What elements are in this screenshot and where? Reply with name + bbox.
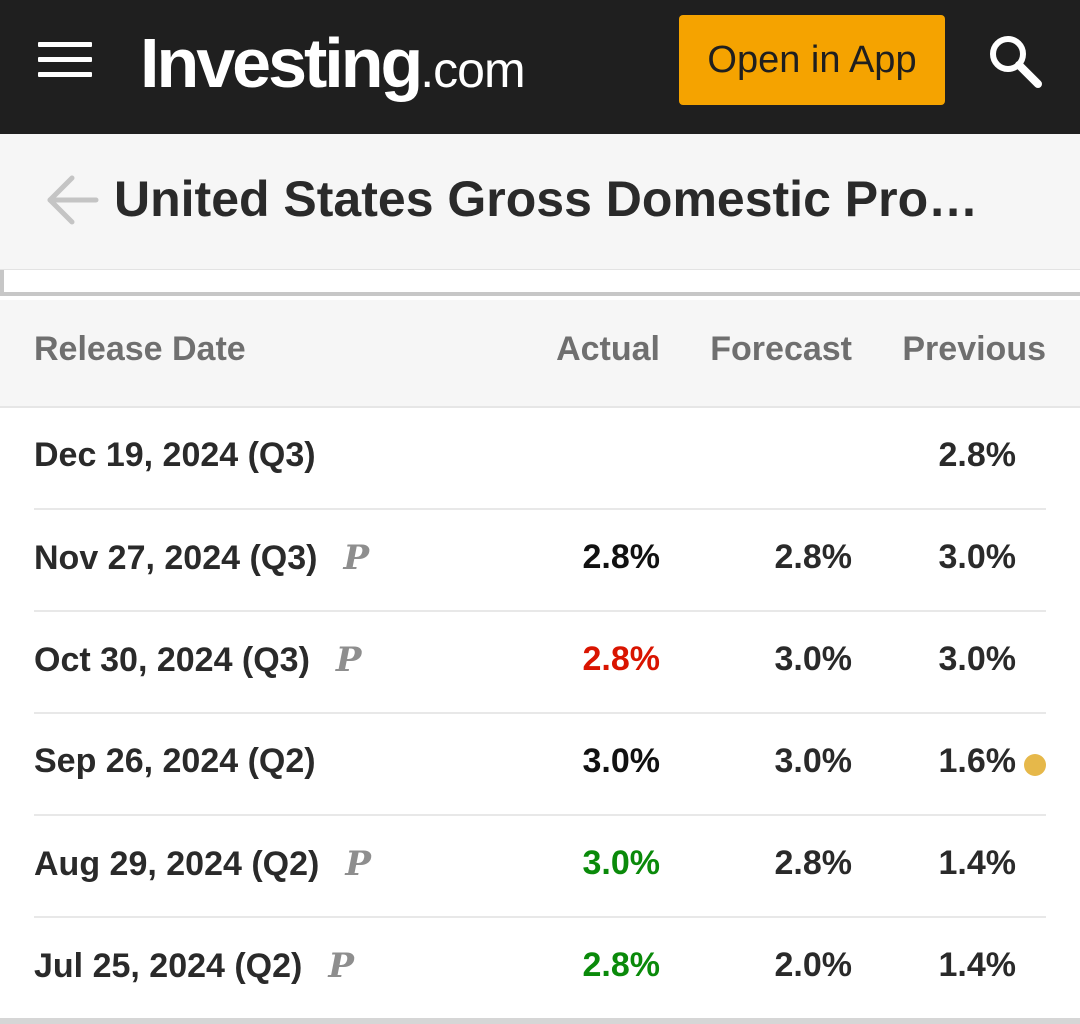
release-date-cell: Dec 19, 2024 (Q3) [34,436,316,475]
previous-cell: 1.4% [938,844,1017,882]
release-date: Sep 26, 2024 (Q2) [34,742,316,780]
previous-cell: 2.8% [938,436,1017,474]
table-row[interactable]: Oct 30, 2024 (Q3) P 2.8% 3.0% 3.0% [34,612,1046,714]
release-date-cell: Nov 27, 2024 (Q3) P [34,538,369,578]
column-header-previous[interactable]: Previous [902,330,1046,368]
revised-dot-icon[interactable] [1024,754,1046,776]
actual-cell: 3.0% [582,742,661,780]
release-date-cell: Oct 30, 2024 (Q3) P [34,640,362,680]
column-header-forecast[interactable]: Forecast [710,330,852,368]
top-navigation-bar: Investing.com Open in App [0,0,1080,134]
back-arrow-icon[interactable] [44,172,100,228]
open-in-app-button[interactable]: Open in App [679,15,945,105]
release-date: Dec 19, 2024 (Q3) [34,436,316,474]
release-date: Aug 29, 2024 (Q2) [34,845,320,883]
investing-logo[interactable]: Investing.com [140,18,526,108]
preliminary-icon: P [328,946,354,986]
actual-cell: 3.0% [582,844,661,882]
release-date: Nov 27, 2024 (Q3) [34,539,318,577]
table-row[interactable]: Sep 26, 2024 (Q2) 3.0% 3.0% 1.6% [34,714,1046,816]
preliminary-icon: P [345,844,371,884]
forecast-cell: 2.8% [774,538,853,576]
tab-strip [0,270,1080,296]
table-row[interactable]: Nov 27, 2024 (Q3) P 2.8% 2.8% 3.0% [34,510,1046,612]
column-header-release-date[interactable]: Release Date [34,330,246,368]
previous-cell: 1.6% [938,742,1017,780]
forecast-cell: 3.0% [774,640,853,678]
release-date-cell: Aug 29, 2024 (Q2) P [34,844,371,884]
table-header: Release Date Actual Forecast Previous [0,300,1080,408]
hamburger-menu-icon[interactable] [36,40,94,80]
logo-brand: Investing [140,24,423,102]
bottom-divider [0,1018,1080,1024]
search-icon[interactable] [984,30,1044,90]
actual-cell: 2.8% [582,538,661,576]
release-date: Oct 30, 2024 (Q3) [34,641,310,679]
actual-cell: 2.8% [582,640,661,678]
preliminary-icon: P [335,640,362,680]
release-date-cell: Sep 26, 2024 (Q2) [34,742,316,781]
preliminary-icon: P [343,538,370,578]
column-header-actual[interactable]: Actual [556,330,660,368]
previous-cell: 1.4% [938,946,1017,984]
previous-cell: 3.0% [938,640,1017,678]
table-row[interactable]: Jul 25, 2024 (Q2) P 2.8% 2.0% 1.4% [34,918,1046,1020]
logo-tld: .com [420,42,525,98]
release-date: Jul 25, 2024 (Q2) [34,947,303,985]
forecast-cell: 3.0% [774,742,853,780]
release-date-cell: Jul 25, 2024 (Q2) P [34,946,354,986]
page-header: United States Gross Domestic Pro… [0,134,1080,270]
actual-cell: 2.8% [582,946,661,984]
page-title: United States Gross Domestic Pro… [114,171,979,227]
forecast-cell: 2.8% [774,844,853,882]
table-row[interactable]: Aug 29, 2024 (Q2) P 3.0% 2.8% 1.4% [34,816,1046,918]
previous-cell: 3.0% [938,538,1017,576]
table-row[interactable]: Dec 19, 2024 (Q3) 2.8% [34,408,1046,510]
forecast-cell: 2.0% [774,946,853,984]
